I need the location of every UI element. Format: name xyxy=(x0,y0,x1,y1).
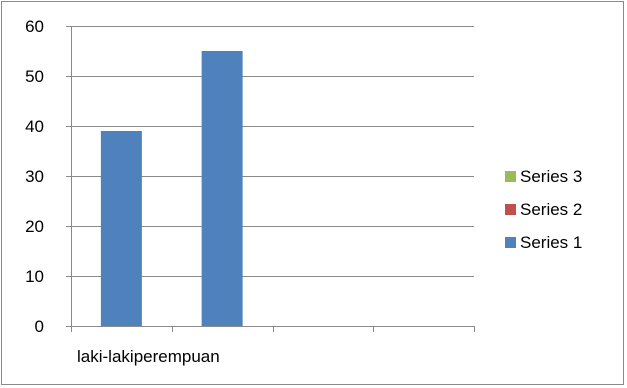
axes xyxy=(66,26,475,332)
bar-laki-laki xyxy=(100,131,142,326)
y-tick-label-50: 50 xyxy=(25,67,44,86)
x-category-label-perempuan: perempuan xyxy=(134,347,220,366)
legend-swatch-series-1 xyxy=(505,237,516,248)
legend-label-series-2: Series 2 xyxy=(520,200,582,219)
y-tick-label-10: 10 xyxy=(25,267,44,286)
y-tick-label-40: 40 xyxy=(25,117,44,136)
bar-perempuan xyxy=(201,51,243,326)
legend-label-series-1: Series 1 xyxy=(520,233,582,252)
y-axis-tick-labels: 0 10 20 30 40 50 60 xyxy=(25,17,44,336)
bars xyxy=(100,51,243,326)
legend-label-series-3: Series 3 xyxy=(520,167,582,186)
y-tick-label-60: 60 xyxy=(25,17,44,36)
x-axis-category-labels: laki-laki perempuan xyxy=(77,347,220,366)
x-category-label-laki-laki: laki-laki xyxy=(77,347,134,366)
y-tick-label-0: 0 xyxy=(35,317,44,336)
legend-swatch-series-3 xyxy=(505,171,516,182)
legend-swatch-series-2 xyxy=(505,204,516,215)
y-tick-label-20: 20 xyxy=(25,217,44,236)
legend: Series 3 Series 2 Series 1 xyxy=(505,167,582,252)
y-tick-label-30: 30 xyxy=(25,167,44,186)
